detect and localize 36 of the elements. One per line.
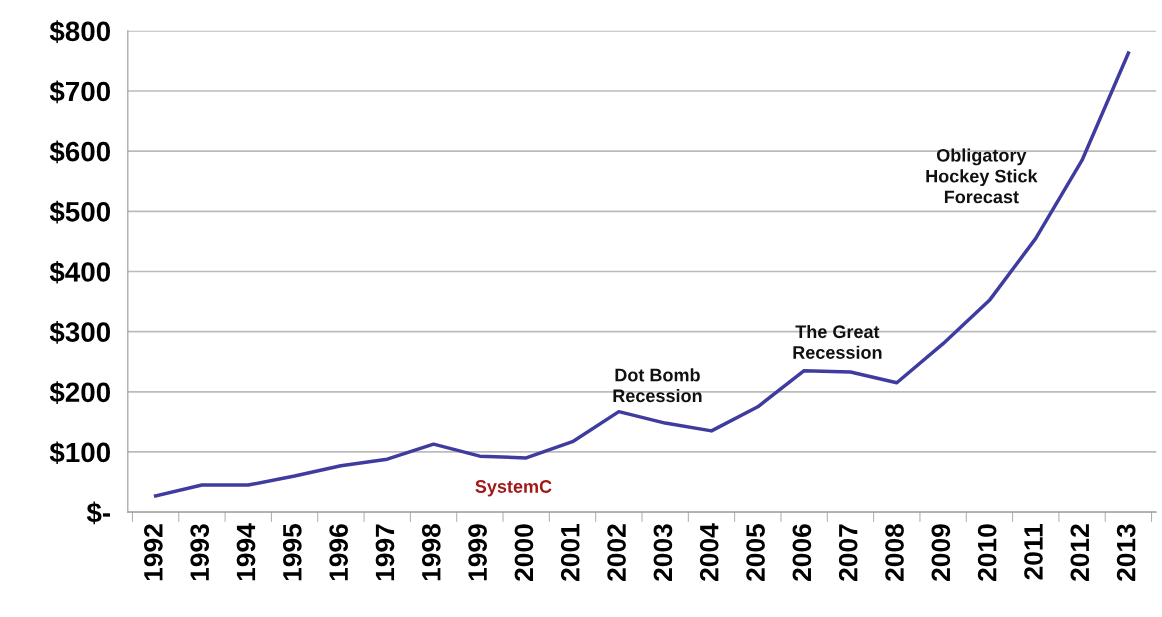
x-tick-label: 2001 — [560, 523, 580, 581]
annotation: SystemC — [475, 480, 552, 497]
x-tick-label: 1993 — [190, 524, 210, 581]
y-tick-label: $400 — [49, 260, 111, 284]
y-tick-label: $300 — [49, 321, 111, 344]
y-tick-label: $700 — [49, 80, 111, 104]
x-tick-label: 1997 — [375, 524, 395, 581]
annotation: Obligatory Hockey Stick Forecast — [926, 148, 1038, 204]
annotation: Dot Bomb Recession — [613, 368, 702, 403]
x-tick-label: 1995 — [282, 523, 302, 581]
x-tick-label: 2012 — [1070, 524, 1090, 581]
x-tick-label: 2005 — [746, 523, 765, 581]
y-tick-label: $600 — [49, 140, 111, 164]
x-tick-label: 2008 — [885, 524, 904, 581]
x-tick-label: 1999 — [468, 524, 487, 581]
annotation: The Great Recession — [793, 324, 882, 359]
y-tick-label: $200 — [49, 381, 111, 404]
line-series — [153, 51, 1131, 498]
x-tick-label: 1994 — [236, 523, 256, 581]
y-tick-label: $- — [86, 501, 111, 525]
x-tick-label: 2013 — [1116, 524, 1136, 581]
x-tick-label: 1998 — [421, 524, 441, 581]
x-tick-label: 2004 — [699, 523, 719, 581]
x-tick-label: 2003 — [653, 524, 673, 581]
x-tick-label: 2007 — [838, 524, 858, 581]
x-tick-label: 2002 — [607, 524, 626, 581]
y-tick-label: $800 — [49, 20, 111, 43]
x-tick-label: 2011 — [1024, 523, 1043, 580]
x-tick-label: 1992 — [144, 524, 163, 581]
x-tick-label: 2010 — [977, 524, 997, 581]
x-tick-label: 1996 — [329, 524, 348, 581]
x-tick-label: 2000 — [514, 524, 534, 581]
y-tick-label: $500 — [49, 200, 111, 224]
y-tick-label: $100 — [49, 441, 111, 465]
x-tick-label: 2006 — [792, 524, 812, 581]
x-tick-label: 2009 — [931, 524, 951, 581]
